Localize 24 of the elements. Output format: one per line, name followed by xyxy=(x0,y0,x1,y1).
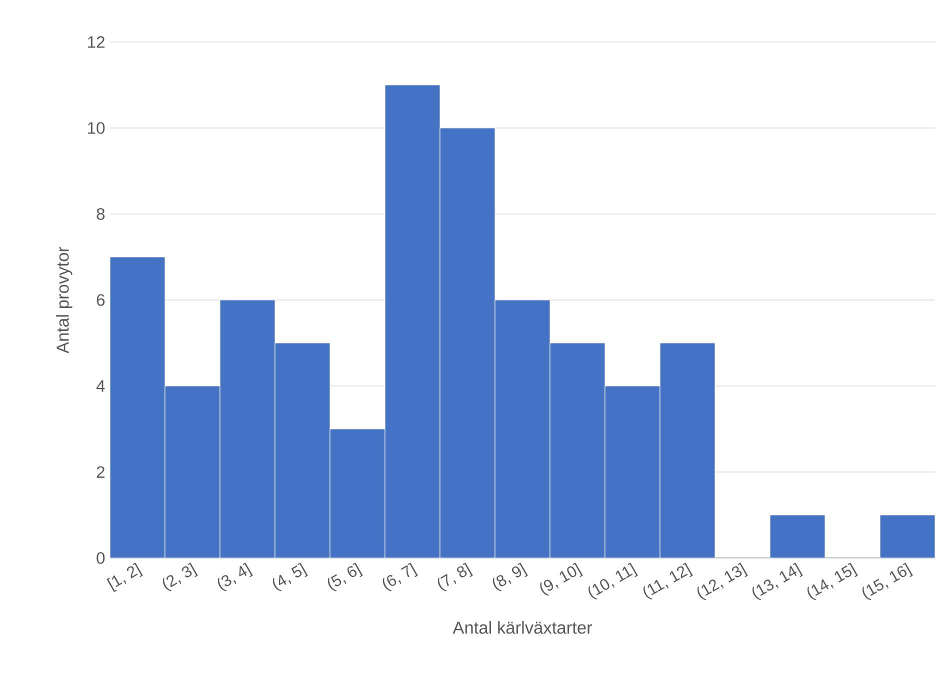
x-tick-label: (2, 3] xyxy=(162,562,198,592)
x-tick-label: (7, 8] xyxy=(438,562,473,592)
x-tick-label: (5, 6] xyxy=(328,562,363,592)
x-tick-label: (3, 4] xyxy=(218,562,253,592)
y-tick-label: 8 xyxy=(96,208,105,220)
x-tick-label: (12, 13] xyxy=(698,562,748,600)
x-tick-label: (14, 15] xyxy=(808,562,858,600)
x-tick-label: (9, 10] xyxy=(540,562,583,596)
x-tick-label: (15, 16] xyxy=(862,562,913,600)
x-tick-label: (4, 5] xyxy=(272,562,308,592)
y-tick-label: 2 xyxy=(96,466,104,478)
x-tick-label: (10, 11] xyxy=(588,562,638,600)
y-tick-label: 6 xyxy=(96,294,105,306)
x-tick-label: [1, 2] xyxy=(106,562,143,592)
x-tick-label: (13, 14] xyxy=(752,562,803,600)
y-axis-title: Antal provytor xyxy=(56,246,72,354)
y-tick-label: 10 xyxy=(88,122,105,134)
y-tick-label: 0 xyxy=(96,552,105,564)
x-axis-title: Antal kärlväxtarter xyxy=(452,621,592,634)
y-tick-label: 12 xyxy=(88,36,104,48)
x-tick-label: (6, 7] xyxy=(382,562,418,592)
y-tick-label: 4 xyxy=(96,380,105,392)
x-tick-label: (8, 9] xyxy=(492,562,528,592)
x-tick-label: (11, 12] xyxy=(644,562,693,600)
